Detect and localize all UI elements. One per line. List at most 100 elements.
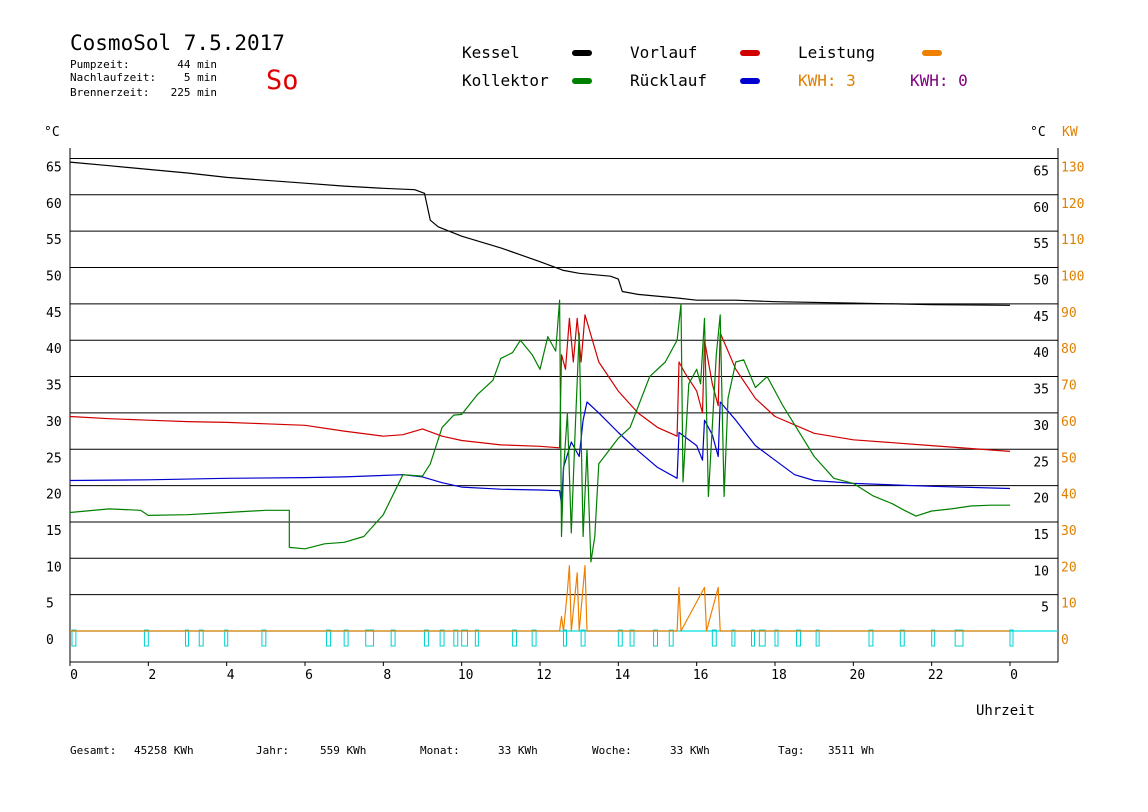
pump-intervals xyxy=(71,629,1014,647)
x-tick-label: 16 xyxy=(693,668,709,683)
pump-interval xyxy=(954,629,964,647)
y-tick-label-power: 70 xyxy=(1061,379,1077,394)
y-tick-label-right: 60 xyxy=(1033,201,1049,216)
series-line-vorlauf xyxy=(69,314,1011,452)
pump-interval xyxy=(931,629,936,647)
y-tick-label-power: 50 xyxy=(1061,451,1077,466)
weekday-label: So xyxy=(266,65,299,96)
y-tick-label-right: 45 xyxy=(1033,310,1049,325)
stat-brennerzeit-label: Brennerzeit: xyxy=(70,86,149,99)
power-axis-unit: KW xyxy=(1062,125,1078,140)
x-tick-label: 0 xyxy=(1010,668,1018,683)
x-tick-label: 4 xyxy=(227,668,235,683)
legend-swatch-kollektor xyxy=(572,78,592,84)
stat-nachlaufzeit-label: Nachlaufzeit: xyxy=(70,71,156,84)
legend-swatch-kessel xyxy=(572,50,592,56)
legend-swatch-vorlauf xyxy=(740,50,760,56)
legend-label-vorlauf: Vorlauf xyxy=(630,43,697,62)
y-tick-label-power: 100 xyxy=(1061,270,1084,285)
y-tick-label-left: 0 xyxy=(46,633,54,648)
pump-interval xyxy=(71,629,77,647)
series-line-kollektor xyxy=(69,299,1010,563)
stat-nachlaufzeit-value: 5 min xyxy=(184,71,217,84)
y-tick-label-right: 20 xyxy=(1033,492,1049,507)
pump-interval xyxy=(439,629,445,647)
pump-interval xyxy=(512,629,517,647)
y-tick-label-power: 30 xyxy=(1061,524,1077,539)
pump-interval xyxy=(390,629,396,647)
legend: Kessel Vorlauf Leistung Kollektor Rückla… xyxy=(462,43,968,90)
y-tick-label-left: 50 xyxy=(46,270,62,285)
series-line-leistung xyxy=(70,565,1010,632)
x-axis-title: Uhrzeit xyxy=(976,703,1035,719)
y-tick-label-left: 35 xyxy=(46,379,62,394)
pump-interval xyxy=(617,629,623,647)
summary-gesamt-value: 45258 KWh xyxy=(134,744,194,757)
pump-interval xyxy=(774,629,779,647)
y-tick-label-right: 40 xyxy=(1033,346,1049,361)
x-tick-labels: 0 2 4 6 8 10 12 14 16 18 20 22 0 xyxy=(69,662,1018,683)
y-tick-label-right: 25 xyxy=(1033,455,1049,470)
pump-interval xyxy=(751,629,755,647)
pump-interval xyxy=(343,629,349,647)
summary-gesamt-label: Gesamt: xyxy=(70,744,116,757)
y-tick-label-left: 60 xyxy=(46,197,62,212)
x-tick-label: 14 xyxy=(615,668,631,683)
summary-monat-value: 33 KWh xyxy=(498,744,538,757)
pump-interval xyxy=(143,629,149,647)
pump-interval xyxy=(796,629,801,647)
y-tick-label-power: 90 xyxy=(1061,306,1077,321)
pump-interval xyxy=(580,629,586,647)
series-lines xyxy=(69,161,1011,632)
y-tick-label-left: 40 xyxy=(46,342,62,357)
series-line-kessel xyxy=(69,161,1011,306)
pump-interval xyxy=(531,629,537,647)
legend-swatch-ruecklauf xyxy=(740,78,760,84)
legend-label-kessel: Kessel xyxy=(462,43,520,62)
y-tick-label-right: 10 xyxy=(1033,564,1049,579)
kwh-value-purple: KWH: 0 xyxy=(910,71,968,90)
gridlines xyxy=(70,157,1058,596)
pump-interval xyxy=(474,629,479,647)
y-tick-label-power: 60 xyxy=(1061,415,1077,430)
summary-jahr-label: Jahr: xyxy=(256,744,289,757)
x-tick-label: 6 xyxy=(305,668,313,683)
runtime-stats: Pumpzeit: 44 min Nachlaufzeit: 5 min Bre… xyxy=(70,58,217,99)
y-tick-label-left: 65 xyxy=(46,160,62,175)
summary-woche-label: Woche: xyxy=(592,744,632,757)
legend-label-kollektor: Kollektor xyxy=(462,71,549,90)
y-tick-label-left: 55 xyxy=(46,233,62,248)
x-tick-label: 10 xyxy=(458,668,474,683)
y-tick-label-right: 65 xyxy=(1033,164,1049,179)
pump-interval xyxy=(185,629,190,647)
y-tick-label-left: 30 xyxy=(46,415,62,430)
x-tick-label: 22 xyxy=(928,668,944,683)
pump-interval xyxy=(731,629,736,647)
pump-interval xyxy=(899,629,905,647)
summary-tag-label: Tag: xyxy=(778,744,805,757)
y-tick-label-right: 50 xyxy=(1033,274,1049,289)
x-tick-label: 2 xyxy=(148,668,156,683)
y-tick-label-power: 0 xyxy=(1061,633,1069,648)
stat-brennerzeit-value: 225 min xyxy=(171,86,217,99)
pump-interval xyxy=(711,629,717,647)
summary-tag-value: 3511 Wh xyxy=(828,744,874,757)
left-axis-unit: °C xyxy=(44,125,60,140)
pump-interval xyxy=(668,629,674,647)
x-tick-label: 8 xyxy=(383,668,391,683)
legend-label-ruecklauf: Rücklauf xyxy=(630,71,707,90)
pump-interval xyxy=(758,629,766,647)
y-tick-label-left: 5 xyxy=(46,597,54,612)
pump-interval xyxy=(1009,629,1014,647)
pump-interval xyxy=(815,629,820,647)
y-tick-label-power: 110 xyxy=(1061,233,1084,248)
y-tick-label-right: 55 xyxy=(1033,237,1049,252)
y-tick-label-power: 80 xyxy=(1061,342,1077,357)
x-tick-label: 20 xyxy=(850,668,866,683)
legend-label-leistung: Leistung xyxy=(798,43,875,62)
y-tick-label-right: 5 xyxy=(1041,601,1049,616)
stat-pumpzeit-label: Pumpzeit: xyxy=(70,58,130,71)
